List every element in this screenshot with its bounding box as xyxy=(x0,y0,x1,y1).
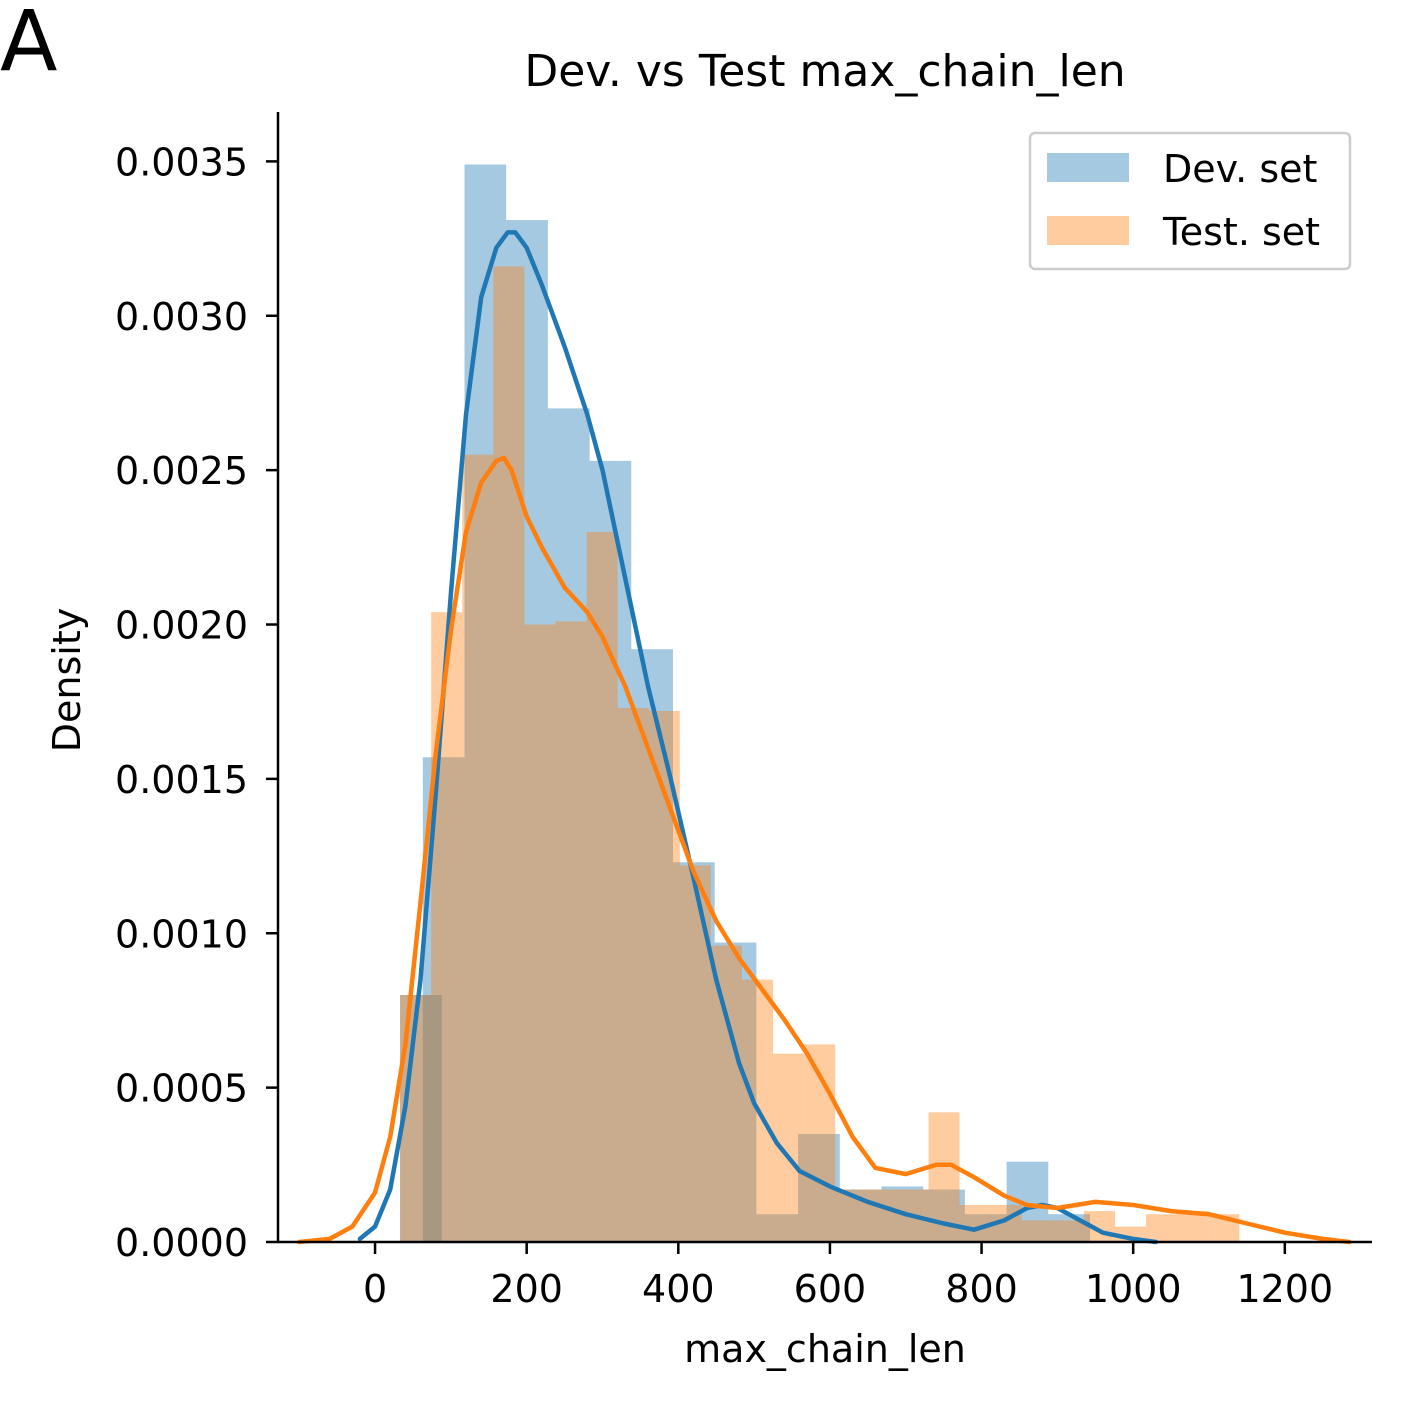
test-histogram-bar-5 xyxy=(555,621,587,1242)
x-axis-label: max_chain_len xyxy=(684,1327,966,1371)
dev-histogram-bar-7 xyxy=(672,862,715,1242)
kde-lines xyxy=(296,230,1352,1245)
dev-histogram-bar-3 xyxy=(506,220,548,1242)
x-tick-label-1: 200 xyxy=(490,1267,563,1311)
y-tick-label-6: 0.0030 xyxy=(115,295,248,339)
x-tick-label-5: 1000 xyxy=(1085,1267,1182,1311)
test-histogram-bar-10 xyxy=(710,945,742,1242)
legend-frame xyxy=(1028,131,1352,271)
dev-kde-line xyxy=(357,230,1159,1245)
dev-histogram-bar-13 xyxy=(923,1189,965,1242)
y-tick-label-2: 0.0010 xyxy=(115,912,248,956)
test-histogram-bar-20 xyxy=(1021,1220,1053,1242)
test-histogram-bar-25 xyxy=(1177,1211,1209,1242)
test-histogram-bar-6 xyxy=(586,531,618,1242)
axes xyxy=(276,112,1372,1244)
dev-histogram-bar-1 xyxy=(422,757,465,1242)
y-tick-label-7: 0.0035 xyxy=(115,140,248,184)
test-histogram-bar-4 xyxy=(524,624,556,1242)
x-tick-label-0: 0 xyxy=(363,1267,387,1311)
legend-label-dev: Dev. set xyxy=(1163,147,1317,191)
legend-swatch-dev xyxy=(1047,153,1129,182)
test-set-histogram xyxy=(400,266,1240,1242)
test-histogram-bar-15 xyxy=(866,1189,898,1242)
dev-histogram-bar-9 xyxy=(756,1214,799,1242)
test-histogram-bar-1 xyxy=(431,612,463,1242)
x-ticks: 0 200 400 600 800 1000 1200 xyxy=(363,1242,1333,1311)
legend: Dev. set Test. set xyxy=(1028,131,1352,271)
x-tick-label-2: 400 xyxy=(642,1267,715,1311)
dev-histogram-bar-4 xyxy=(547,408,590,1242)
legend-label-test: Test. set xyxy=(1162,210,1320,254)
x-tick-label-6: 1200 xyxy=(1236,1267,1333,1311)
dev-histogram-bar-2 xyxy=(464,164,507,1243)
dev-histogram-bar-6 xyxy=(631,649,673,1242)
test-histogram-bar-24 xyxy=(1146,1214,1178,1242)
legend-swatch-test xyxy=(1047,216,1129,245)
y-axis-label: Density xyxy=(45,608,89,752)
y-tick-label-5: 0.0025 xyxy=(115,449,248,493)
test-histogram-bar-3 xyxy=(493,266,525,1242)
test-histogram-bar-21 xyxy=(1052,1220,1084,1242)
test-histogram-bar-9 xyxy=(679,865,711,1242)
y-tick-label-1: 0.0005 xyxy=(115,1067,248,1111)
test-histogram-bar-18 xyxy=(959,1204,991,1242)
y-tick-label-4: 0.0020 xyxy=(115,604,248,648)
x-tick-label-4: 800 xyxy=(945,1267,1018,1311)
x-tick-label-3: 600 xyxy=(794,1267,867,1311)
dev-set-histogram xyxy=(400,164,1090,1243)
test-kde-line xyxy=(296,455,1352,1245)
test-histogram-bar-2 xyxy=(462,454,494,1242)
y-tick-label-3: 0.0015 xyxy=(115,758,248,802)
test-histogram-bar-7 xyxy=(617,707,649,1242)
y-tick-label-0: 0.0000 xyxy=(115,1221,248,1265)
y-ticks: 0.0000 0.0005 0.0010 0.0015 0.0020 0.0025 0.00… xyxy=(115,140,278,1265)
test-histogram-bar-12 xyxy=(773,1053,805,1242)
chart-title: Dev. vs Test max_chain_len xyxy=(524,46,1125,97)
panel-label: A xyxy=(0,0,58,90)
dev-histogram-bar-5 xyxy=(589,460,632,1243)
dev-histogram-bar-16 xyxy=(1048,1214,1090,1242)
